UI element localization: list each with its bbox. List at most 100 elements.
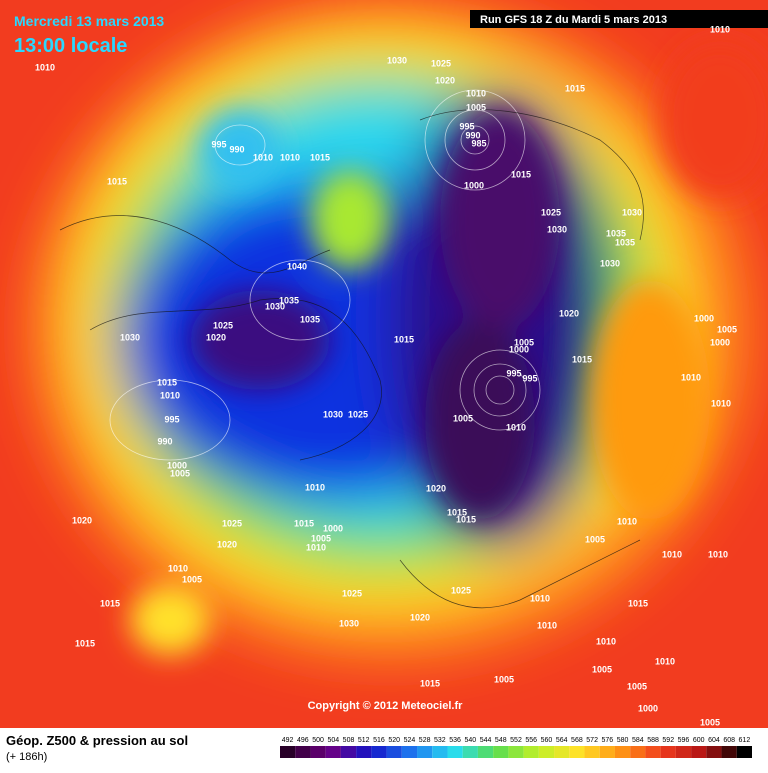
isobar-label: 1010 bbox=[617, 516, 637, 526]
isobar-label: 1005 bbox=[585, 534, 605, 544]
colorbar-label: 520 bbox=[388, 737, 400, 744]
isobar-label: 995 bbox=[164, 414, 179, 424]
isobar-label: 1020 bbox=[426, 483, 446, 493]
colorbar-label: 604 bbox=[708, 737, 720, 744]
colorbar-swatch bbox=[325, 746, 341, 758]
isobar-label: 1010 bbox=[596, 636, 616, 646]
isobar-label: 1005 bbox=[627, 681, 647, 691]
isobar-label: 1005 bbox=[466, 102, 486, 112]
isobar-label: 1025 bbox=[348, 409, 368, 419]
isobar-label: 1010 bbox=[168, 563, 188, 573]
isobar-label: 1030 bbox=[339, 618, 359, 628]
isobar-label: 1015 bbox=[456, 514, 476, 524]
isobar-label: 1035 bbox=[300, 314, 320, 324]
isobar-label: 1030 bbox=[265, 301, 285, 311]
run-info: Run GFS 18 Z du Mardi 5 mars 2013 bbox=[480, 14, 667, 26]
colorbar-swatch bbox=[691, 746, 707, 758]
colorbar-swatch bbox=[675, 746, 692, 758]
isobar-label: 1020 bbox=[217, 539, 237, 549]
forecast-date: Mercredi 13 mars 2013 bbox=[14, 13, 164, 29]
footer-title: Géop. Z500 & pression au sol bbox=[6, 733, 188, 748]
isobar-label: 1015 bbox=[294, 518, 314, 528]
isobar-label: 1020 bbox=[559, 308, 579, 318]
colorbar-label: 592 bbox=[662, 737, 674, 744]
isobar-label: 1000 bbox=[464, 180, 484, 190]
isobar-label: 995 bbox=[506, 368, 521, 378]
isobar-label: 1000 bbox=[710, 337, 730, 347]
isobar-label: 1010 bbox=[662, 549, 682, 559]
colorbar-label: 516 bbox=[373, 737, 385, 744]
isobar-label: 1020 bbox=[435, 75, 455, 85]
isobar-label: 1005 bbox=[170, 468, 190, 478]
colorbar-label: 540 bbox=[464, 737, 476, 744]
isobar-label: 1010 bbox=[711, 398, 731, 408]
isobar-label: 1015 bbox=[447, 507, 467, 517]
colorbar-swatch bbox=[386, 746, 402, 758]
isobar-label: 1015 bbox=[420, 678, 440, 688]
isobar-label: 1010 bbox=[681, 372, 701, 382]
colorbar-swatch bbox=[554, 746, 570, 758]
isobar-label: 1005 bbox=[592, 664, 612, 674]
isobar-label: 1015 bbox=[628, 598, 648, 608]
isobar-label: 1010 bbox=[655, 656, 675, 666]
colorbar-swatch bbox=[736, 746, 752, 758]
colorbar-label: 532 bbox=[434, 737, 446, 744]
colorbar-label: 600 bbox=[693, 737, 705, 744]
colorbar-label: 500 bbox=[312, 737, 324, 744]
isobar-label: 1015 bbox=[100, 598, 120, 608]
isobar-label: 1030 bbox=[622, 207, 642, 217]
isobar-label: 1005 bbox=[311, 533, 331, 543]
isobar-label: 1010 bbox=[530, 593, 550, 603]
colorbar-swatch bbox=[584, 746, 600, 758]
isobar-label: 1035 bbox=[606, 228, 626, 238]
isobar-label: 1030 bbox=[547, 224, 567, 234]
isobar-label: 1020 bbox=[72, 515, 92, 525]
isobar-label: 1015 bbox=[565, 83, 585, 93]
colorbar-label: 496 bbox=[297, 737, 309, 744]
colorbar-swatch bbox=[447, 746, 463, 758]
isobar-label: 1000 bbox=[323, 523, 343, 533]
isobar-label: 1020 bbox=[206, 332, 226, 342]
colorbar-label: 584 bbox=[632, 737, 644, 744]
colorbar-swatch bbox=[462, 746, 478, 758]
isobar-label: 990 bbox=[229, 144, 244, 154]
isobar-label: 1035 bbox=[279, 295, 299, 305]
isobar-label: 1005 bbox=[453, 413, 473, 423]
isobar-label: 1015 bbox=[157, 377, 177, 387]
colorbar-swatch bbox=[401, 746, 418, 758]
colorbar-swatch bbox=[645, 746, 661, 758]
isobar-label: 995 bbox=[211, 139, 226, 149]
colorbar-swatch bbox=[630, 746, 646, 758]
isobar-label: 1010 bbox=[710, 24, 730, 34]
isobar-label: 1010 bbox=[160, 390, 180, 400]
isobar-label: 1030 bbox=[600, 258, 620, 268]
colorbar-swatch bbox=[371, 746, 387, 758]
isobar-label: 1005 bbox=[514, 337, 534, 347]
isobar-label: 1005 bbox=[700, 717, 720, 727]
colorbar-label: 612 bbox=[739, 737, 751, 744]
run-box bbox=[470, 10, 768, 28]
isobar-label: 995 bbox=[459, 121, 474, 131]
isobar-label: 990 bbox=[465, 130, 480, 140]
copyright: Copyright © 2012 Meteociel.fr bbox=[308, 700, 464, 712]
colorbar-swatch bbox=[538, 746, 555, 758]
colorbar-label: 536 bbox=[449, 737, 461, 744]
isobar-label: 1020 bbox=[410, 612, 430, 622]
isobar-label: 1010 bbox=[537, 620, 557, 630]
isobar-label: 1025 bbox=[541, 207, 561, 217]
isobar-label: 1015 bbox=[511, 169, 531, 179]
isobar-label: 985 bbox=[471, 138, 486, 148]
isobar-label: 1010 bbox=[35, 62, 55, 72]
colorbar-label: 572 bbox=[586, 737, 598, 744]
isobar-label: 1025 bbox=[431, 58, 451, 68]
colorbar-swatch bbox=[721, 746, 737, 758]
colorbar-label: 528 bbox=[419, 737, 431, 744]
colorbar-label: 548 bbox=[495, 737, 507, 744]
isobar-label: 1010 bbox=[506, 422, 526, 432]
colorbar-swatch bbox=[356, 746, 372, 758]
colorbar-swatch bbox=[417, 746, 433, 758]
isobar-label: 1000 bbox=[509, 344, 529, 354]
